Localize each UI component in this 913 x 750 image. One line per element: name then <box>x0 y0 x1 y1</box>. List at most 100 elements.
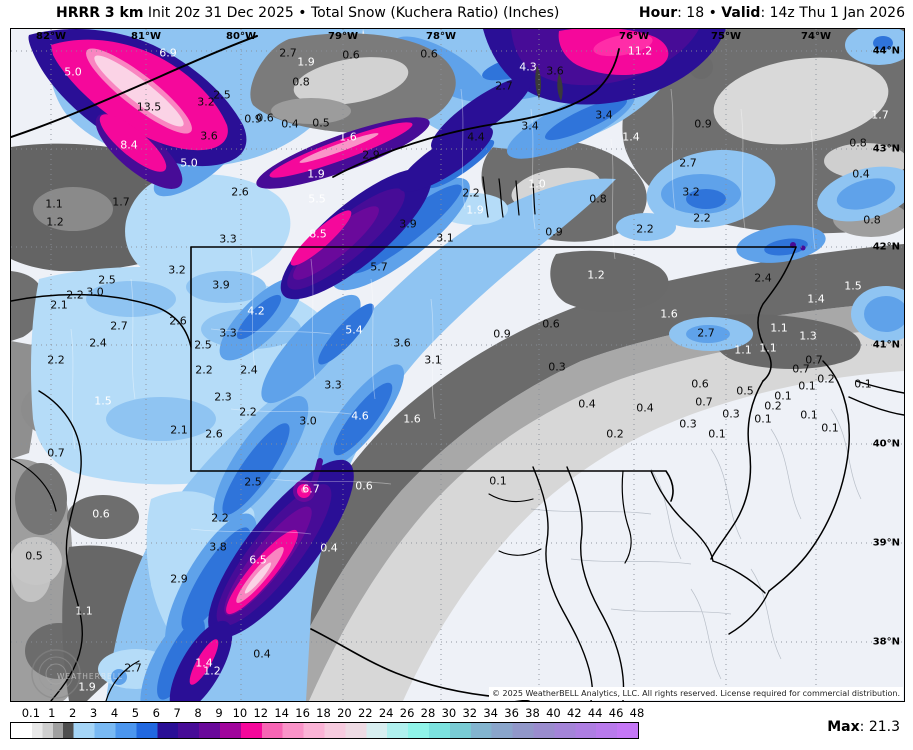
longitude-label: 81°W <box>131 31 161 42</box>
valid-value: 14z Thu 1 Jan 2026 <box>769 5 905 21</box>
value-label: 2.5 <box>98 273 116 287</box>
value-label: 0.4 <box>281 117 299 131</box>
value-label: 3.2 <box>197 95 215 109</box>
value-label: 13.5 <box>136 100 162 114</box>
value-label: 1.4 <box>807 292 825 306</box>
value-label: 2.7 <box>110 319 128 333</box>
colorbar-tick: 48 <box>629 706 645 720</box>
value-label: 0.6 <box>420 47 438 61</box>
value-label: 0.5 <box>736 384 754 398</box>
colorbar-tick: 8 <box>194 706 202 720</box>
value-label: 5.5 <box>308 192 326 206</box>
latitude-label: 41°N <box>872 339 900 351</box>
value-label: 0.4 <box>852 167 870 181</box>
colorbar-tick: 36 <box>504 706 519 720</box>
value-label: 1.9 <box>466 203 484 217</box>
value-label: 0.7 <box>792 362 810 376</box>
value-label: 3.3 <box>219 326 237 340</box>
value-label: 0.2 <box>764 399 782 413</box>
value-label: 0.3 <box>548 360 566 374</box>
value-label: 1.9 <box>297 55 315 69</box>
bullet: • <box>704 5 722 21</box>
value-label: 3.6 <box>546 64 564 78</box>
value-label: 0.6 <box>342 48 360 62</box>
graticule <box>11 29 904 701</box>
value-label: 2.2 <box>239 405 257 419</box>
valid-time: Hour: 18 • Valid: 14z Thu 1 Jan 2026 <box>639 5 905 21</box>
map-canvas: WEATHERBELL <box>11 29 904 701</box>
value-label: 3.0 <box>299 414 317 428</box>
colorbar-tick: 20 <box>337 706 352 720</box>
value-label: 3.4 <box>521 119 539 133</box>
latitude-label: 44°N <box>872 45 900 57</box>
latitude-label: 43°N <box>872 143 900 155</box>
value-label: 2.1 <box>50 298 68 312</box>
hour-value: 18 <box>686 5 705 21</box>
latitude-label: 42°N <box>872 241 900 253</box>
value-label: 2.6 <box>231 185 249 199</box>
colorbar-tick: 18 <box>316 706 331 720</box>
hour-label: Hour <box>638 5 678 21</box>
value-label: 0.4 <box>253 647 271 661</box>
colorbar-tick: 6 <box>152 706 160 720</box>
value-label: 3.8 <box>209 540 227 554</box>
value-label: 0.6 <box>92 507 110 521</box>
value-label: 1.1 <box>45 197 63 211</box>
value-label: 2.4 <box>89 336 107 350</box>
value-label: 2.9 <box>362 148 380 162</box>
value-label: 0.9 <box>244 112 262 126</box>
colorbar-tick: 4 <box>110 706 119 720</box>
value-label: 2.2 <box>195 363 213 377</box>
value-label: 5.0 <box>180 156 198 170</box>
colorbar-tick: 34 <box>483 706 499 720</box>
colorbar-tick: 14 <box>274 706 290 720</box>
value-label: 1.1 <box>759 341 777 355</box>
value-label: 0.4 <box>578 397 596 411</box>
value-label: 2.4 <box>240 363 258 377</box>
value-label: 0.5 <box>312 116 330 130</box>
value-label: 0.4 <box>320 541 338 555</box>
value-label: 2.4 <box>754 271 772 285</box>
value-label: 1.9 <box>78 680 96 694</box>
state-borders <box>11 35 904 701</box>
value-label: 0.6 <box>691 377 709 391</box>
colorbar-tick: 44 <box>587 706 603 720</box>
value-label: 2.1 <box>170 423 188 437</box>
colorbar-tick: 16 <box>295 706 310 720</box>
value-label: 2.5 <box>213 88 231 102</box>
value-label: 2.3 <box>214 390 232 404</box>
value-label: 2.2 <box>693 211 711 225</box>
value-label: 3.6 <box>393 336 411 350</box>
hour-sep: : <box>677 5 687 21</box>
latitude-label: 39°N <box>872 537 900 549</box>
colorbar-tick: 22 <box>357 706 373 720</box>
value-label: 0.6 <box>355 479 373 493</box>
watermark-text: WEATHERBELL <box>57 672 123 681</box>
colorbar-tick: 42 <box>566 706 582 720</box>
value-label: 3.3 <box>219 232 237 246</box>
weatherbell-watermark: WEATHERBELL <box>31 649 123 699</box>
value-label: 4.2 <box>247 304 265 318</box>
value-label: 2.2 <box>462 186 480 200</box>
value-label: 1.3 <box>799 329 817 343</box>
valid-sep: : <box>760 5 770 21</box>
value-label: 0.8 <box>292 75 310 89</box>
value-label: 0.2 <box>606 427 624 441</box>
value-label: 2.2 <box>636 222 654 236</box>
max-colon: : <box>859 719 869 735</box>
max-label: Max <box>827 719 860 735</box>
value-label: 2.2 <box>66 288 84 302</box>
value-label: 0.8 <box>849 136 867 150</box>
value-label: 5.7 <box>370 260 388 274</box>
value-label: 1.7 <box>871 108 889 122</box>
value-label: 0.1 <box>708 427 726 441</box>
value-label: 0.3 <box>679 417 697 431</box>
colorbar-tick: 30 <box>441 706 457 720</box>
value-label: 2.7 <box>495 79 513 93</box>
colorbar-tick: 46 <box>608 706 624 720</box>
value-label: 5.0 <box>64 65 82 79</box>
value-label: 8.4 <box>120 138 138 152</box>
value-label: 8.5 <box>309 227 327 241</box>
colorbar-tick: 0.1 <box>21 706 41 720</box>
value-label: 4.6 <box>351 409 369 423</box>
